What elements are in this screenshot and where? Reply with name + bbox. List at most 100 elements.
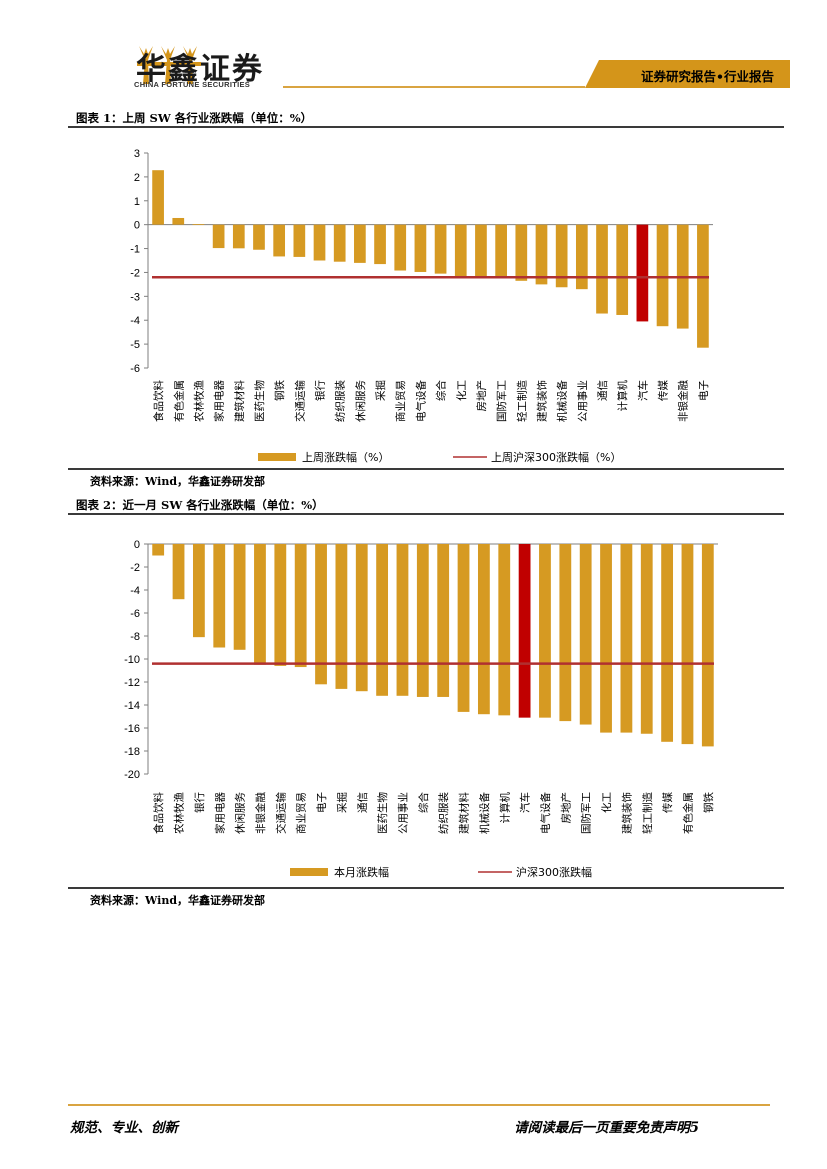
x-tick-label: 传媒 (661, 792, 674, 813)
footer-disclaimer: 请阅读最后一页重要免责声明5 (514, 1120, 699, 1136)
bar-食品饮料 (152, 544, 165, 556)
footer-slogan: 规范、专业、创新 (70, 1120, 178, 1136)
y-tick-label: -5 (130, 339, 140, 351)
y-tick-label: -3 (130, 291, 140, 303)
bar-房地产 (475, 224, 487, 278)
y-tick-label: 3 (134, 148, 140, 160)
x-tick-label: 汽车 (636, 380, 649, 401)
x-tick-label: 综合 (435, 380, 448, 401)
x-tick-label: 传媒 (657, 380, 670, 401)
x-tick-label: 国防军工 (495, 380, 508, 422)
x-tick-label: 电子 (315, 792, 328, 813)
y-tick-label: -2 (130, 562, 140, 574)
y-tick-label: -14 (124, 700, 140, 712)
x-tick-label: 食品饮料 (152, 792, 165, 834)
bar-纺织服装 (437, 544, 450, 697)
y-tick-label: -1 (130, 244, 140, 256)
figure2-bottom-rule (68, 887, 784, 889)
x-tick-label: 通信 (597, 380, 609, 401)
legend: 上周涨跌幅（%） 上周沪深300涨跌幅（%） (258, 450, 621, 464)
bar-公用事业 (396, 544, 409, 696)
x-tick-label: 计算机 (498, 792, 511, 824)
chart1-svg: 3 2 1 0 -1 -2 -3 -4 -5 -6 食品饮料 有色金属 农林牧渔 家用电器 建筑材料 医药生物… (130, 148, 713, 464)
bar-家用电器 (212, 224, 225, 249)
report-tag: 证券研究报告•行业报告 (585, 60, 790, 88)
company-name-en: CHINA FORTUNE SECURITIES (134, 80, 251, 89)
x-tick-label: 建筑装饰 (535, 380, 548, 422)
x-tick-label: 休闲服务 (354, 380, 367, 422)
x-tick-label: 建筑材料 (233, 380, 246, 422)
x-tick-label: 非银金融 (677, 380, 690, 422)
bar-建筑装饰 (620, 544, 633, 733)
y-tick-label: -8 (130, 631, 140, 643)
x-tick-label: 电子 (697, 380, 710, 401)
x-tick-label: 房地产 (475, 380, 488, 412)
y-tick-label: 2 (134, 172, 140, 184)
x-tick-label: 银行 (314, 380, 327, 401)
x-tick-label: 食品饮料 (152, 380, 165, 422)
bar-建筑材料 (457, 544, 470, 712)
legend-bar-label: 上周涨跌幅（%） (302, 450, 389, 464)
bar-传媒 (656, 224, 669, 327)
y-tick-label: -10 (124, 654, 140, 666)
x-tick-label: 医药生物 (376, 792, 389, 834)
header-divider (283, 86, 585, 88)
figure1-title: 图表 1：上周 SW 各行业涨跌幅（单位：%） (76, 111, 313, 125)
figure2-source: 资料来源：Wind，华鑫证券研发部 (90, 894, 266, 907)
bar-农林牧渔 (192, 224, 205, 225)
x-tick-label: 化工 (600, 792, 613, 813)
bar-钢铁 (273, 224, 286, 257)
legend-bar-swatch (258, 453, 296, 461)
x-tick-label: 国防军工 (580, 792, 593, 834)
bar-国防军工 (495, 224, 507, 279)
bar-化工 (454, 224, 467, 277)
figure1-bottom-rule (68, 468, 784, 470)
legend-line-label: 上周沪深300涨跌幅（%） (491, 450, 621, 464)
x-tick-label: 商业贸易 (295, 792, 308, 834)
legend-bar-swatch (290, 868, 328, 876)
y-tick-label: -2 (130, 267, 140, 279)
bar-国防军工 (579, 544, 592, 725)
bar-商业贸易 (294, 544, 307, 668)
x-tick-label: 家用电器 (213, 380, 226, 422)
bar-汽车 (636, 224, 649, 322)
x-tick-label: 纺织服装 (334, 380, 347, 422)
bar-通信 (355, 544, 368, 692)
figure1-source: 资料来源：Wind，华鑫证券研发部 (90, 475, 266, 488)
bar-综合 (416, 544, 429, 697)
y-tick-label: -12 (124, 677, 140, 689)
bar-电气设备 (539, 544, 551, 718)
bar-电子 (315, 544, 327, 685)
x-tick-label: 农林牧渔 (173, 792, 186, 834)
y-tick-label: 1 (134, 196, 140, 208)
x-tick-label: 钢铁 (273, 380, 286, 401)
bar-银行 (192, 544, 205, 638)
x-tick-label: 电气设备 (539, 792, 552, 834)
x-tick-label: 机械设备 (478, 792, 491, 834)
bar-农林牧渔 (172, 544, 185, 600)
x-tick-label: 有色金属 (172, 380, 185, 422)
bar-银行 (313, 224, 326, 261)
bar-纺织服装 (333, 224, 346, 262)
y-tick-label: 0 (134, 539, 140, 551)
chart2-svg: 0 -2 -4 -6 -8 -10 -12 -14 -16 -18 -20 食品饮料 农林牧渔 银行 家用电… (124, 539, 718, 879)
x-tick-label: 采掘 (374, 380, 387, 401)
bar-汽车 (518, 544, 531, 718)
company-logo-icon (137, 46, 201, 84)
bar-有色金属 (172, 217, 185, 225)
x-tick-label: 纺织服装 (437, 792, 450, 834)
bar-轻工制造 (640, 544, 653, 734)
y-tick-label: 0 (134, 220, 140, 232)
bar-医药生物 (253, 224, 265, 250)
figure2-chart: 0 -2 -4 -6 -8 -10 -12 -14 -16 -18 -20 食品饮料 农林牧渔 银行 家用电… (68, 515, 784, 887)
y-tick-label: -18 (124, 746, 140, 758)
x-tick-label: 家用电器 (213, 792, 226, 834)
x-tick-label: 轻工制造 (641, 792, 654, 834)
figure2-top-rule (68, 513, 784, 515)
bar-计算机 (498, 544, 511, 716)
footer-divider (68, 1104, 770, 1106)
report-tag-text: 证券研究报告•行业报告 (641, 69, 774, 84)
x-tick-label: 汽车 (519, 792, 532, 813)
x-tick-label: 商业贸易 (394, 380, 407, 422)
x-tick-label: 休闲服务 (234, 792, 247, 834)
